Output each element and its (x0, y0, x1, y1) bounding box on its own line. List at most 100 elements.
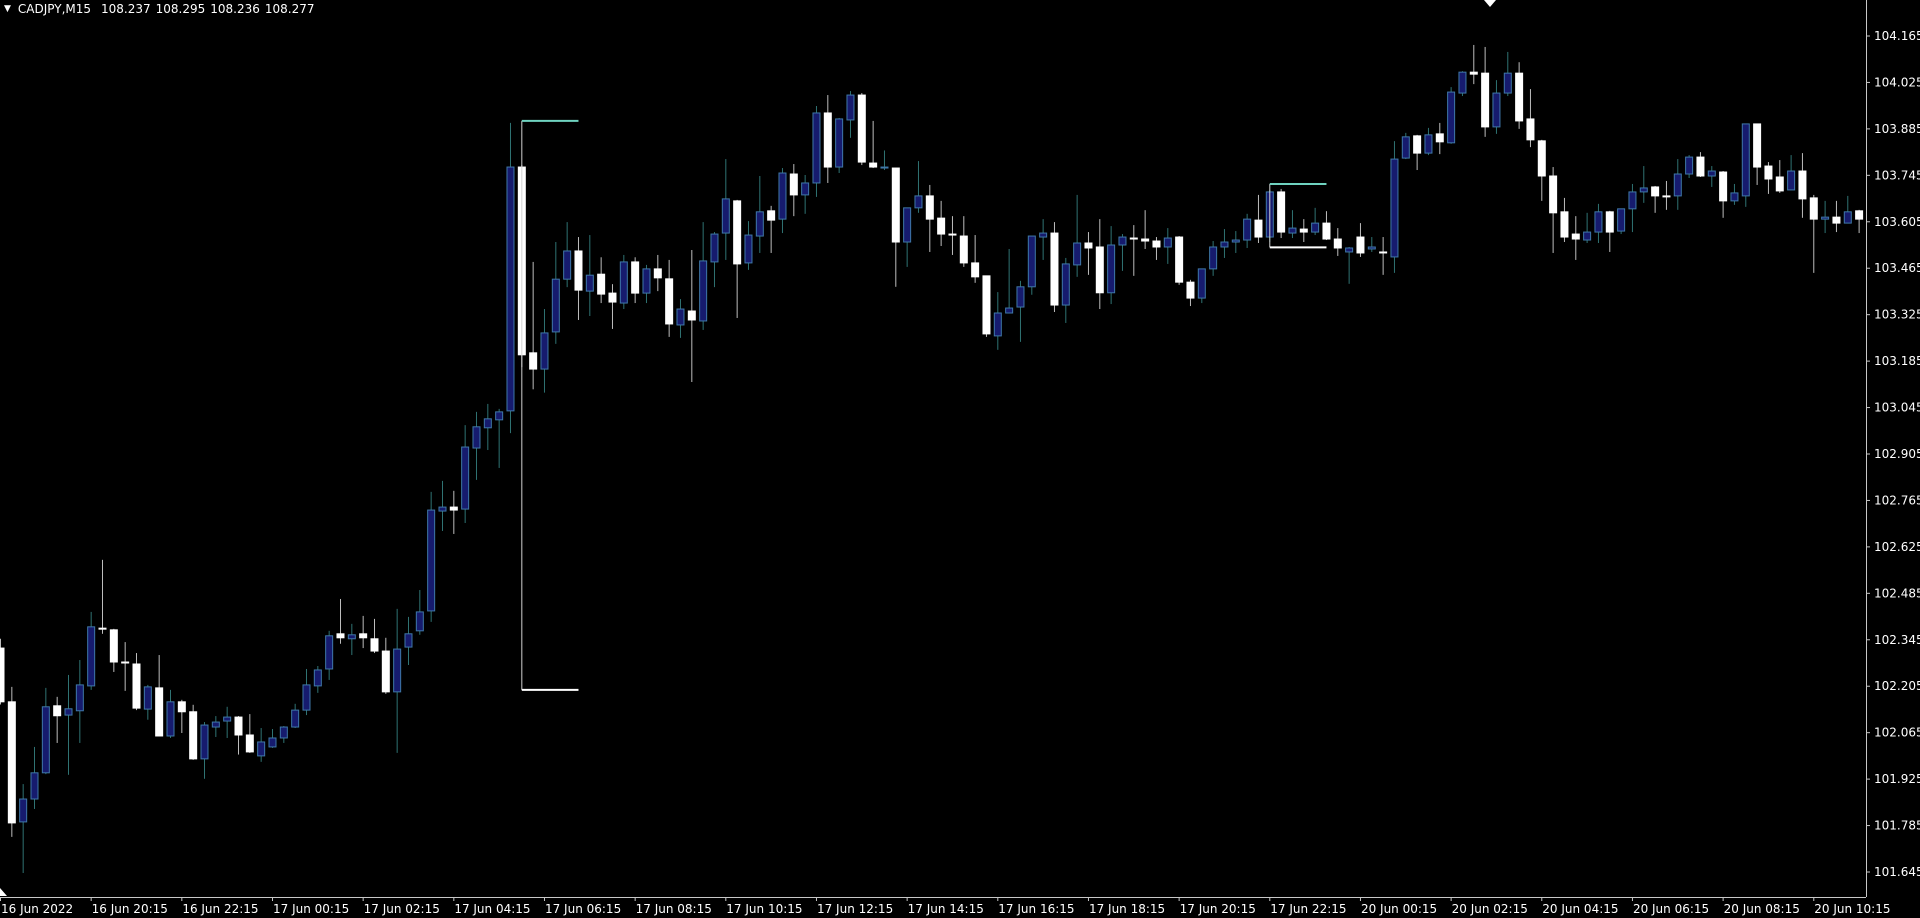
price-tick-label: 102.205 (1874, 679, 1920, 693)
candle-body-bull (143, 686, 152, 710)
candle (1843, 195, 1852, 224)
candle-body-bull (393, 648, 402, 693)
candle (1741, 123, 1750, 207)
candle-body-bull (676, 308, 685, 326)
candle (245, 714, 254, 753)
candle-body-bull (483, 418, 492, 429)
candle-body-bear (370, 638, 379, 652)
candle-body-bear (597, 273, 606, 295)
candle-body-bull (1741, 123, 1750, 197)
candle (234, 716, 243, 755)
candle-body-bear (1129, 237, 1138, 240)
candle-body-bear (1651, 186, 1660, 197)
candle-body-bull (200, 724, 209, 760)
candle (1424, 127, 1433, 156)
candle-body-bull (1424, 134, 1433, 154)
candle (359, 615, 368, 649)
candle-body-bear (574, 250, 583, 291)
time-tick-label: 17 Jun 14:15 (908, 902, 984, 916)
candle-body-bull (801, 182, 810, 196)
candle (1787, 155, 1796, 191)
price-tick-label: 103.045 (1874, 401, 1920, 415)
candle (551, 242, 560, 344)
candle-body-bull (993, 312, 1002, 337)
candle (449, 490, 458, 534)
candle (1152, 237, 1161, 260)
candle (404, 616, 413, 665)
candle-body-bear (1775, 176, 1784, 192)
candle-body-bull (257, 741, 266, 757)
candle (1141, 210, 1150, 249)
candle (1288, 210, 1297, 239)
candle (1084, 232, 1093, 275)
candle-body-bear (1481, 72, 1490, 128)
candle (574, 237, 583, 320)
candle-body-bull (1707, 170, 1716, 177)
candle-body-bear (1855, 210, 1864, 220)
candle (257, 728, 266, 762)
time-tick-label: 16 Jun 2022 (1, 902, 73, 916)
candle-body-bull (347, 634, 356, 640)
price-tick-label: 103.605 (1874, 215, 1920, 229)
candle-body-bear (132, 663, 141, 709)
candle-body-bull (268, 737, 277, 748)
candle-body-bull (642, 268, 651, 294)
candle-body-bear (7, 701, 16, 824)
candle (529, 261, 538, 390)
candle (755, 175, 764, 253)
candle-body-bull (1231, 239, 1240, 243)
candle (336, 598, 345, 644)
candle (631, 257, 640, 304)
candle (1832, 200, 1841, 233)
price-axis-background (1866, 0, 1920, 918)
candle (1050, 222, 1059, 313)
candle-body-bull (302, 684, 311, 711)
candle-body-bull (880, 166, 889, 169)
autoscroll-marker-icon (0, 888, 7, 896)
candle (563, 222, 572, 288)
candle (619, 254, 628, 310)
candle (835, 117, 844, 174)
candle (1345, 246, 1354, 284)
candle (41, 687, 50, 775)
candle-body-bear (1050, 232, 1059, 306)
candle (869, 120, 878, 169)
candle-body-bull (1061, 263, 1070, 306)
price-tick-label: 102.625 (1874, 540, 1920, 554)
candle (585, 235, 594, 316)
candle-body-bull (30, 772, 39, 800)
candle (279, 726, 288, 743)
candle-body-bear (1526, 118, 1535, 141)
candle (189, 704, 198, 760)
candle-body-bull (1163, 237, 1172, 248)
candle (982, 275, 991, 337)
candle-body-bear (1379, 251, 1388, 254)
candle (1277, 188, 1286, 239)
candle-body-bear (937, 217, 946, 235)
candle (1243, 213, 1252, 248)
time-tick-label: 17 Jun 04:15 (454, 902, 530, 916)
candle (1197, 268, 1206, 304)
candle-body-bull (812, 112, 821, 184)
candle-body-bull (551, 278, 560, 333)
candle (1322, 211, 1331, 241)
candle-body-bear (1435, 133, 1444, 143)
candle-body-bear (767, 210, 776, 221)
candle (914, 161, 923, 213)
candle (381, 637, 390, 694)
candle-body-bear (381, 650, 390, 693)
candle-body-bear (53, 705, 62, 717)
collapse-triangle-icon[interactable]: ▼ (4, 4, 11, 14)
candle (676, 299, 685, 338)
candle-body-bull (1401, 136, 1410, 159)
candle-body-bull (1209, 246, 1218, 270)
candle-body-bear (1095, 246, 1104, 294)
candle-body-bear (891, 167, 900, 243)
candle-body-bear (109, 629, 118, 663)
candle (1481, 46, 1490, 137)
candle-body-bull (1583, 231, 1592, 241)
candle-body-bull (472, 426, 481, 449)
candle-body-bear (359, 633, 368, 639)
candle-body-bear (925, 195, 934, 220)
